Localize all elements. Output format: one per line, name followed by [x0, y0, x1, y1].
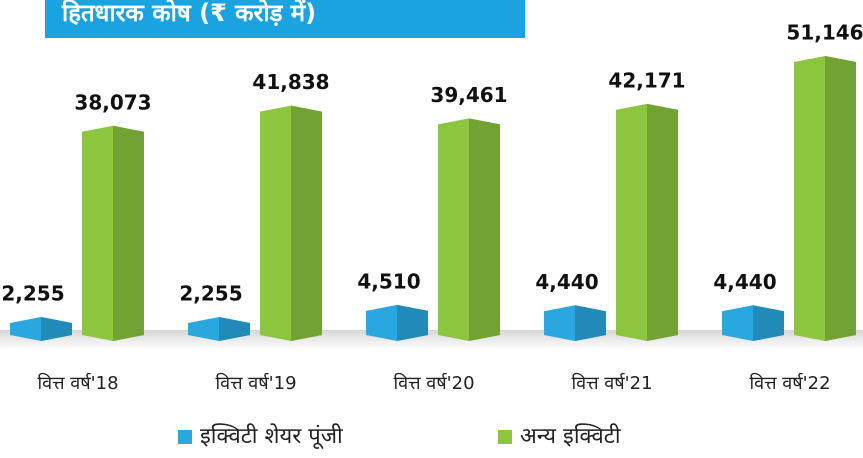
- x-tick-label: वित्त वर्ष'20: [393, 372, 474, 394]
- x-tick-label: वित्त वर्ष'19: [215, 372, 296, 394]
- legend-swatch: [178, 430, 192, 444]
- data-label: 38,073: [74, 90, 151, 114]
- legend-label: अन्य इक्विटी: [520, 423, 621, 449]
- bar-side: [469, 118, 500, 341]
- x-tick-label: वित्त वर्ष'18: [37, 372, 118, 394]
- bar-side: [575, 305, 606, 341]
- legend-swatch: [498, 430, 512, 444]
- data-label: 42,171: [608, 68, 685, 92]
- data-label: 2,255: [1, 281, 64, 305]
- bar-side: [291, 105, 322, 341]
- data-label: 51,146: [786, 21, 863, 45]
- bar-side: [647, 103, 678, 341]
- title-box: [45, 0, 525, 38]
- chart-title: हितधारक कोष (₹ करोड़ में): [61, 0, 316, 27]
- data-label: 39,461: [430, 83, 507, 107]
- x-tick-label: वित्त वर्ष'21: [571, 372, 652, 394]
- data-label: 41,838: [252, 70, 329, 94]
- bar-side: [113, 125, 144, 342]
- bar-side: [397, 304, 428, 341]
- bar-side: [219, 316, 250, 341]
- bar-side: [753, 305, 784, 341]
- data-label: 4,440: [713, 270, 776, 294]
- data-label: 4,440: [535, 270, 598, 294]
- data-label: 4,510: [357, 269, 420, 293]
- legend-label: इक्विटी शेयर पूंजी: [200, 423, 343, 450]
- x-tick-label: वित्त वर्ष'22: [749, 372, 830, 394]
- bar-side: [825, 56, 856, 341]
- data-label: 2,255: [179, 281, 242, 305]
- bar-side: [41, 316, 72, 341]
